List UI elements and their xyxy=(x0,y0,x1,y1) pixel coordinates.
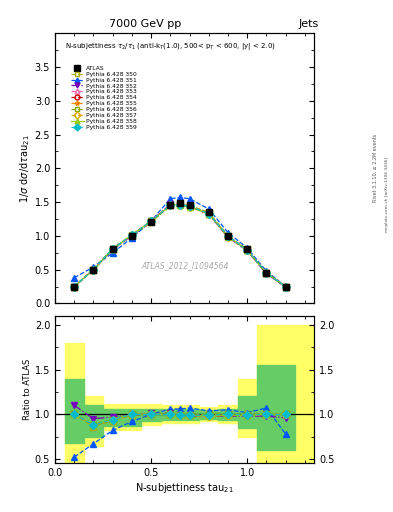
X-axis label: N-subjettiness tau$_{21}$: N-subjettiness tau$_{21}$ xyxy=(135,481,234,495)
Text: 7000 GeV pp: 7000 GeV pp xyxy=(109,19,182,29)
Text: ATLAS_2012_I1094564: ATLAS_2012_I1094564 xyxy=(141,261,228,270)
Y-axis label: Ratio to ATLAS: Ratio to ATLAS xyxy=(23,359,32,420)
Text: mcplots.cern.ch [arXiv:1306.3436]: mcplots.cern.ch [arXiv:1306.3436] xyxy=(385,156,389,231)
Text: Jets: Jets xyxy=(298,19,318,29)
Legend: ATLAS, Pythia 6.428 350, Pythia 6.428 351, Pythia 6.428 352, Pythia 6.428 353, P: ATLAS, Pythia 6.428 350, Pythia 6.428 35… xyxy=(68,63,140,132)
Text: Rivet 3.1.10, ≥ 2.2M events: Rivet 3.1.10, ≥ 2.2M events xyxy=(373,134,378,202)
Y-axis label: 1/$\sigma$ d$\sigma$/d$\tau$au$_{21}$: 1/$\sigma$ d$\sigma$/d$\tau$au$_{21}$ xyxy=(18,134,32,203)
Text: N-subjettiness $\tau_2/\tau_1$ (anti-k$_T$(1.0), 500< p$_T$ < 600, |y| < 2.0): N-subjettiness $\tau_2/\tau_1$ (anti-k$_… xyxy=(65,41,276,52)
